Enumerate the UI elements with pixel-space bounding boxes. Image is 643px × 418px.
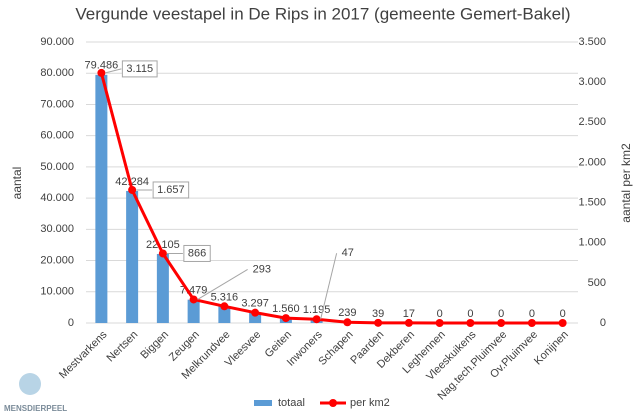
y2-tick-label: 3.000 [578, 76, 606, 88]
line-marker [435, 319, 444, 327]
bar-value-label: 5.316 [211, 291, 239, 303]
logo-icon [19, 373, 41, 395]
bar-value-label: 42.284 [115, 176, 149, 188]
bar [95, 74, 108, 323]
line-marker [189, 295, 198, 304]
line-marker [220, 302, 229, 311]
line-marker [466, 319, 475, 327]
y-tick-label: 0 [68, 317, 74, 329]
legend-label: totaal [278, 397, 305, 409]
bar-value-label: 239 [338, 307, 356, 319]
line-value-label: 293 [253, 263, 271, 275]
y-tick-label: 50.000 [40, 161, 74, 173]
legend-marker [329, 399, 337, 407]
bar-value-label: 0 [437, 308, 443, 320]
y2-tick-label: 1.500 [578, 196, 606, 208]
line-marker [404, 318, 413, 327]
bar-value-label: 17 [403, 308, 415, 320]
line-value-label: 866 [188, 247, 206, 259]
bar-value-label: 1.560 [272, 303, 300, 315]
line-marker [312, 315, 321, 324]
y2-tick-label: 1.000 [578, 237, 606, 249]
bar-value-label: 1.195 [303, 304, 331, 316]
bar-value-label: 22.105 [146, 239, 180, 251]
chart-title: Vergunde veestapel in De Rips in 2017 (g… [75, 4, 570, 23]
line-marker [527, 319, 536, 327]
y-tick-label: 10.000 [40, 286, 74, 298]
line-marker [343, 318, 352, 327]
line-value-label: 47 [342, 247, 354, 259]
line [99, 72, 563, 325]
line-marker [251, 308, 260, 317]
y-tick-label: 80.000 [40, 67, 74, 79]
bar-value-label: 0 [529, 308, 535, 320]
line-marker [97, 68, 106, 77]
line-value-label: 1.657 [157, 184, 185, 196]
y-tick-label: 40.000 [40, 192, 74, 204]
y2-tick-label: 3.500 [578, 36, 606, 48]
y2-tick-label: 500 [588, 277, 606, 289]
bar [218, 306, 231, 323]
line-marker [497, 319, 506, 327]
line-marker [558, 319, 567, 327]
bar [249, 312, 262, 323]
legend-swatch [254, 400, 272, 406]
line-marker [158, 249, 167, 258]
label-box [152, 181, 190, 199]
y-tick-label: 60.000 [40, 130, 74, 142]
y2-tick-label: 2.000 [578, 156, 606, 168]
y2-axis-label: aantal per km2 [619, 143, 633, 223]
bar-value-label: 0 [467, 308, 473, 320]
bar-value-label: 0 [498, 308, 504, 320]
y-tick-label: 20.000 [40, 254, 74, 266]
logo: MENSDIERPEEL [4, 373, 67, 413]
line-marker [281, 314, 290, 323]
bar-value-label: 3.297 [241, 298, 269, 310]
bar-value-label: 0 [560, 308, 566, 320]
y-tick-label: 90.000 [40, 36, 74, 48]
label-box [183, 244, 211, 262]
bar [126, 190, 139, 323]
y-axis-label: aantal [10, 167, 24, 200]
legend-label: per km2 [350, 397, 390, 409]
y-tick-label: 70.000 [40, 98, 74, 110]
label-leader [105, 68, 122, 74]
line-value-label: 3.115 [126, 63, 153, 75]
label-leader [197, 269, 248, 300]
line-marker [374, 318, 383, 327]
y2-tick-label: 0 [600, 317, 606, 329]
line-marker [128, 185, 137, 194]
bar [187, 299, 200, 323]
label-leader [320, 253, 338, 320]
bar [156, 253, 169, 323]
label-box [121, 60, 158, 78]
bar-value-label: 39 [372, 308, 384, 320]
logo-text: MENSDIERPEEL [4, 404, 67, 413]
bar-value-label: 79.486 [85, 60, 119, 72]
y-tick-label: 30.000 [40, 223, 74, 235]
y2-tick-label: 2.500 [578, 116, 606, 128]
